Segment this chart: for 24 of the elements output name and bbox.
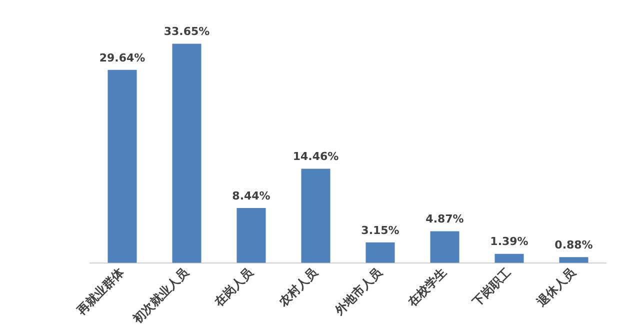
data-label: 8.44% [232,189,270,202]
x-tick-label: 下岗职工 [469,265,514,310]
x-tick-label: 初次就业人员 [130,264,192,327]
bar [301,168,330,263]
x-tick-label: 退休人员 [534,264,579,310]
bar [172,44,202,263]
x-tick-label: 在岗人员 [211,264,256,310]
bar [559,257,588,263]
bar [430,231,460,263]
data-label: 14.46% [292,150,339,164]
bar [494,254,524,263]
x-tick-label: 外地市人员 [332,264,386,318]
bar [366,242,395,263]
x-tick-label: 农村人员 [276,264,321,310]
data-label: 0.88% [554,238,593,252]
data-label: 3.15% [361,224,400,237]
bar [108,70,137,263]
data-label: 4.87% [426,212,464,226]
data-label: 29.64% [99,51,146,64]
data-label: 1.39% [490,235,528,248]
data-label: 33.65% [164,25,210,38]
x-tick-label: 在校学生 [404,265,450,310]
x-tick-label: 再就业群体 [74,264,128,318]
bar [236,208,266,263]
